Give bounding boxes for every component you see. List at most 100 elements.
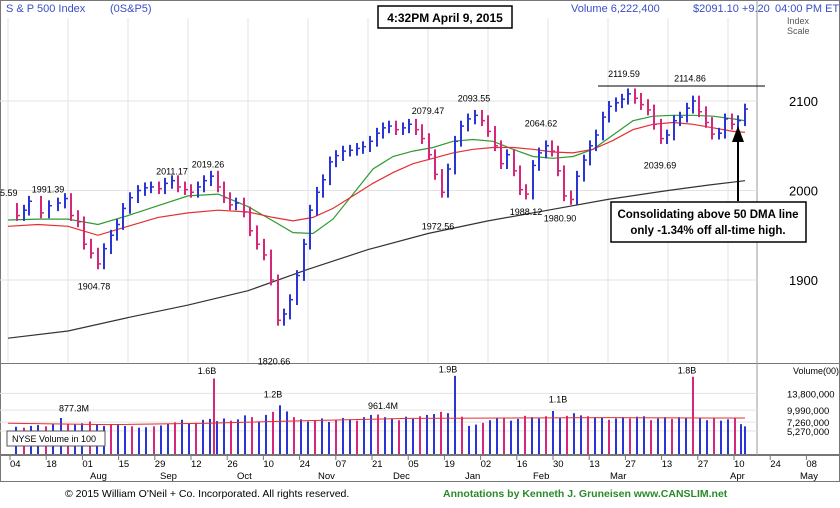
volume-readout: Volume 6,222,400 (571, 3, 660, 15)
price-point-label: 2064.62 (525, 118, 558, 128)
time-readout: 04:00 PM ET (775, 3, 839, 15)
price-bar (583, 154, 587, 182)
price-axis-tick: 1900 (789, 273, 818, 288)
price-point-label: 2093.55 (458, 93, 491, 103)
price-bar (545, 140, 549, 159)
price-bar (190, 184, 194, 198)
price-bar (356, 143, 360, 156)
price-bar (487, 115, 491, 137)
volume-axis-tick: 13,800,000 (787, 389, 835, 400)
price-point-label: 1972.56 (422, 222, 455, 232)
price-bar (263, 238, 267, 261)
price-bar (64, 193, 68, 209)
price-point-label: 2079.47 (412, 106, 445, 116)
price-bar (229, 192, 233, 211)
x-axis-month-label: Aug (90, 471, 107, 482)
price-bar (621, 93, 625, 109)
x-axis-day-label: 29 (155, 459, 166, 470)
price-bar (210, 170, 214, 187)
annotation-box (610, 201, 807, 243)
price-point-label: 1980.90 (544, 214, 577, 224)
x-axis-day-label: 13 (589, 459, 600, 470)
price-point-label: 2019.26 (192, 159, 225, 169)
left-edge-label: 5.59 (0, 188, 18, 198)
price-bar (686, 102, 690, 123)
price-bar (164, 177, 168, 195)
price-bar (296, 270, 300, 306)
price-bar (223, 181, 227, 204)
price-bar (627, 88, 631, 105)
price-bar (744, 103, 748, 127)
price-bar (243, 197, 247, 218)
timestamp: 4:32PM April 9, 2015 (387, 11, 503, 25)
x-axis-month-label: Jan (465, 471, 480, 482)
price-bar (602, 111, 606, 141)
price-bar (500, 140, 504, 170)
price-bar (283, 308, 287, 326)
price-bar (70, 193, 74, 221)
price-bar (640, 92, 644, 110)
price-bar (23, 204, 27, 221)
price-bar (303, 238, 307, 281)
volume-legend: NYSE Volume in 100 (12, 434, 96, 444)
price-bar (158, 181, 162, 195)
price-bar (557, 145, 561, 177)
x-axis-month-label: May (800, 471, 818, 482)
price-bar (434, 149, 438, 180)
price-bar (342, 145, 346, 161)
volume-legend-box (6, 430, 106, 447)
price-bar (666, 129, 670, 144)
index-name: S & P 500 Index (6, 3, 86, 15)
price-point-label: 1988.12 (510, 207, 543, 217)
x-axis-day-label: 13 (662, 459, 673, 470)
price-bar (103, 243, 107, 270)
price-bar (309, 204, 313, 250)
volume-point-label: 1.1B (549, 395, 568, 405)
price-bar (441, 169, 445, 198)
price-bar (679, 111, 683, 127)
price-bar (474, 109, 478, 125)
price-bar (525, 184, 529, 200)
price-point-label: 2114.86 (674, 74, 706, 84)
x-axis-day-label: 10 (263, 459, 274, 470)
volume-point-label: 1.2B (264, 389, 283, 399)
ma21-line (7, 121, 746, 236)
price-bar (197, 181, 201, 198)
x-axis-day-label: 10 (734, 459, 745, 470)
volume-point-label: 961.4M (368, 401, 398, 411)
price-bar (129, 192, 133, 214)
price-bar (576, 170, 580, 205)
price-bar (16, 203, 20, 221)
price-bar (137, 185, 141, 204)
price-bar (481, 109, 485, 127)
price-bar (316, 186, 320, 216)
price-bar (519, 165, 523, 195)
x-axis-month-label: Mar (610, 471, 626, 482)
x-axis-day-label: 19 (444, 459, 455, 470)
price-bar (421, 124, 425, 144)
x-axis-day-label: 05 (408, 459, 419, 470)
price-point-label: 1820.66 (258, 357, 291, 367)
price-axis-tick: 2100 (789, 94, 818, 109)
price-bar (615, 97, 619, 112)
price-bar (369, 135, 373, 153)
price-bar (122, 203, 126, 230)
x-axis-day-label: 24 (300, 459, 311, 470)
x-axis-day-label: 30 (553, 459, 564, 470)
x-axis-day-label: 21 (372, 459, 383, 470)
x-axis-day-label: 01 (82, 459, 93, 470)
price-bar (322, 174, 326, 198)
price-bar (731, 113, 735, 130)
price-bar (570, 190, 574, 205)
price-point-label: 1991.39 (32, 185, 65, 195)
price-bar (724, 113, 728, 139)
annotation-line-2: only -1.34% off all-time high. (630, 225, 785, 237)
price-bar (402, 122, 406, 136)
price-bar (698, 95, 702, 118)
volume-point-label: 877.3M (59, 404, 89, 414)
price-bar (447, 163, 451, 198)
price-bar (376, 127, 380, 147)
price-axis-tick: 2000 (789, 184, 818, 199)
price-bar (705, 106, 709, 128)
x-axis-day-label: 27 (698, 459, 709, 470)
